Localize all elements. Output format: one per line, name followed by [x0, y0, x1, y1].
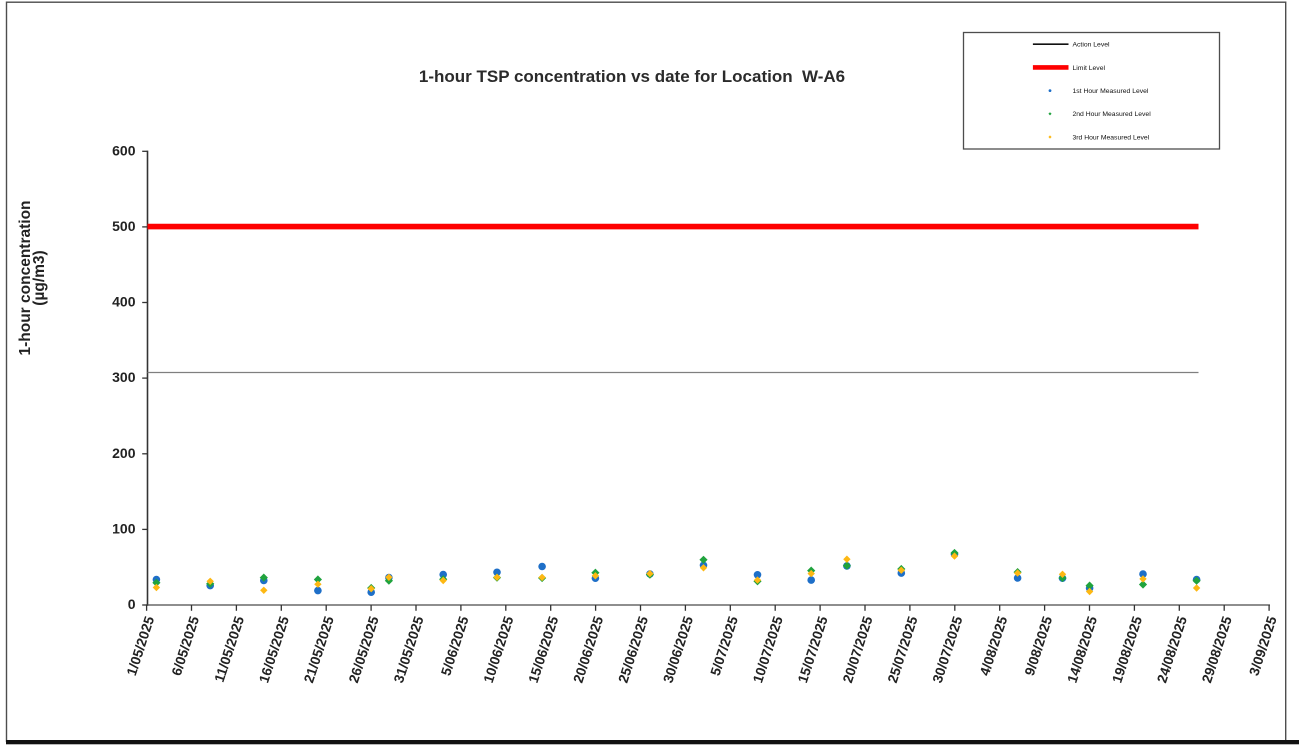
svg-text:2nd Hour Measured Level: 2nd Hour Measured Level: [1073, 111, 1152, 118]
svg-text:400: 400: [112, 294, 136, 310]
svg-text:3rd Hour Measured Level: 3rd Hour Measured Level: [1073, 134, 1150, 141]
svg-text:1-hour TSP concentration vs da: 1-hour TSP concentration vs date for Loc…: [419, 67, 845, 86]
svg-text:600: 600: [112, 142, 136, 158]
svg-text:1-hour concentration: 1-hour concentration: [17, 200, 34, 355]
svg-text:Limit Level: Limit Level: [1073, 65, 1106, 72]
svg-text:500: 500: [112, 218, 136, 234]
svg-text:Action Level: Action Level: [1073, 42, 1111, 49]
svg-text:(µg/m3): (µg/m3): [31, 250, 48, 305]
svg-text:0: 0: [128, 596, 136, 612]
svg-text:1st Hour Measured Level: 1st Hour Measured Level: [1073, 88, 1149, 95]
svg-text:300: 300: [112, 369, 136, 385]
svg-text:200: 200: [112, 445, 136, 461]
svg-text:100: 100: [112, 520, 136, 536]
